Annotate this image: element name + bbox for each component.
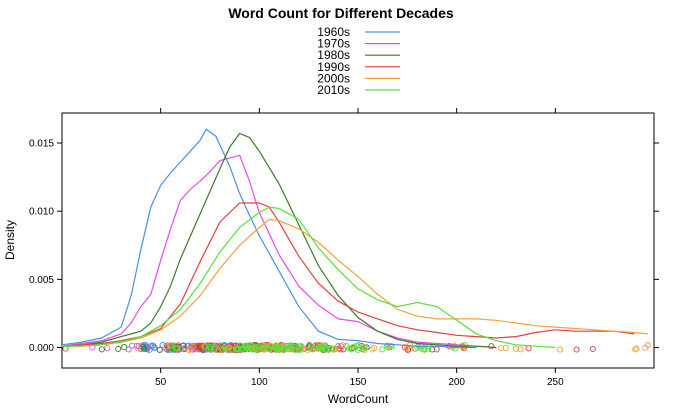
rug-point-2000s bbox=[134, 345, 142, 352]
rug-point-2010s bbox=[172, 345, 179, 352]
rug-point-2010s bbox=[317, 345, 324, 352]
rug-point-1980s bbox=[98, 346, 105, 353]
y-tick-label-3: 0.015 bbox=[29, 139, 54, 150]
rug-point-1960s bbox=[150, 342, 157, 349]
x-tick-label-1: 100 bbox=[251, 377, 268, 388]
rug-point-1980s bbox=[141, 345, 148, 352]
rug-point-2010s bbox=[281, 345, 288, 353]
series-line-1990s bbox=[61, 202, 635, 347]
y-axis: 0.000 0.005 0.010 0.015 bbox=[29, 139, 659, 354]
y-tick-label-1: 0.005 bbox=[29, 275, 54, 286]
legend-label-2010s: 2010s bbox=[317, 83, 350, 97]
rug-point-1980s bbox=[429, 346, 436, 353]
x-axis-label: WordCount bbox=[328, 392, 389, 406]
legend-label-1960s: 1960s bbox=[317, 25, 350, 39]
rug-point-2000s bbox=[502, 344, 509, 351]
legend-label-1980s: 1980s bbox=[317, 48, 350, 62]
rug-point-2000s bbox=[163, 343, 170, 350]
y-tick-label-2: 0.010 bbox=[29, 207, 54, 218]
rug-point-1990s bbox=[488, 343, 495, 350]
rug-point-2000s bbox=[498, 345, 505, 352]
rug-point-2000s bbox=[557, 346, 564, 353]
rug-point-2010s bbox=[243, 345, 250, 352]
rug-point-2010s bbox=[322, 346, 329, 353]
series-line-2000s bbox=[62, 218, 649, 347]
rug-point-1970s bbox=[147, 342, 155, 350]
plot-frame bbox=[61, 112, 655, 369]
rug-point-2010s bbox=[297, 346, 304, 353]
rug-point-2010s bbox=[287, 342, 294, 349]
rug-point-1990s bbox=[340, 346, 347, 353]
x-tick-label-0: 50 bbox=[155, 377, 167, 388]
y-tick-label-0: 0.000 bbox=[29, 343, 54, 354]
rug-point-1970s bbox=[133, 342, 140, 349]
rug-point-2010s bbox=[222, 346, 229, 353]
rug-point-2000s bbox=[517, 346, 524, 353]
rug-point-1980s bbox=[115, 345, 122, 352]
rug-point-2000s bbox=[371, 344, 378, 352]
rug-point-2010s bbox=[328, 345, 335, 352]
rug-point-1990s bbox=[573, 346, 580, 353]
rug-point-2010s bbox=[280, 342, 287, 349]
rug-point-2010s bbox=[232, 345, 239, 352]
rug-point-2000s bbox=[644, 342, 651, 349]
rug-point-2000s bbox=[233, 346, 240, 353]
rug-point-2000s bbox=[407, 346, 414, 353]
rug-point-1990s bbox=[401, 344, 408, 351]
rug-point-2010s bbox=[274, 345, 281, 352]
x-tick-label-2: 150 bbox=[350, 377, 367, 388]
rug-point-2010s bbox=[260, 343, 267, 350]
rug-point-2010s bbox=[284, 342, 291, 349]
rug-point-2010s bbox=[308, 343, 315, 350]
rug-point-2010s bbox=[226, 344, 233, 351]
chart-title: Word Count for Different Decades bbox=[228, 5, 454, 21]
rug-point-1990s bbox=[190, 342, 197, 349]
rug-point-2000s bbox=[187, 346, 194, 353]
legend-label-1990s: 1990s bbox=[317, 60, 350, 74]
rug-point-2010s bbox=[296, 343, 303, 350]
rug-point-2010s bbox=[207, 345, 214, 352]
rug-point-2000s bbox=[339, 342, 346, 349]
rug-point-2010s bbox=[414, 344, 421, 351]
series-line-1960s bbox=[61, 128, 477, 349]
rug-point-1990s bbox=[589, 345, 596, 352]
y-axis-label: Density bbox=[3, 220, 17, 260]
rug-point-2010s bbox=[202, 343, 209, 350]
rug-point-1990s bbox=[525, 345, 532, 352]
series-line-1980s bbox=[61, 132, 497, 349]
rug-point-2010s bbox=[257, 343, 264, 350]
rug-point-2010s bbox=[250, 344, 257, 351]
rug-point-2010s bbox=[384, 342, 391, 349]
rug-point-2000s bbox=[633, 345, 640, 352]
rug-point-2010s bbox=[355, 342, 362, 349]
rug-point-1980s bbox=[156, 346, 163, 353]
rug-point-2010s bbox=[361, 345, 368, 352]
rug-point-2010s bbox=[379, 346, 386, 353]
series-line-1970s bbox=[61, 154, 497, 349]
series-line-2010s bbox=[62, 206, 556, 349]
density-lines bbox=[61, 128, 649, 349]
legend-label-2000s: 2000s bbox=[317, 71, 350, 85]
rug-point-2010s bbox=[318, 343, 325, 350]
rug-point-2010s bbox=[218, 345, 225, 352]
rug-point-2000s bbox=[328, 345, 335, 353]
legend-label-1970s: 1970s bbox=[317, 37, 350, 51]
rug-point-2010s bbox=[178, 346, 185, 353]
rug-point-2010s bbox=[332, 346, 339, 353]
rug-point-2010s bbox=[307, 344, 314, 351]
rug-point-1980s bbox=[121, 344, 128, 351]
rug-point-1970s bbox=[104, 345, 111, 352]
x-axis: 50 100 150 200 250 bbox=[155, 108, 564, 388]
rug-point-2010s bbox=[387, 342, 394, 349]
rug-point-2010s bbox=[266, 346, 273, 353]
rug-point-2000s bbox=[512, 345, 519, 352]
rug-point-2010s bbox=[346, 345, 353, 352]
rug-point-2010s bbox=[169, 346, 176, 353]
x-tick-label-4: 250 bbox=[547, 377, 564, 388]
x-tick-label-3: 200 bbox=[448, 377, 465, 388]
rug-marks bbox=[62, 341, 651, 354]
